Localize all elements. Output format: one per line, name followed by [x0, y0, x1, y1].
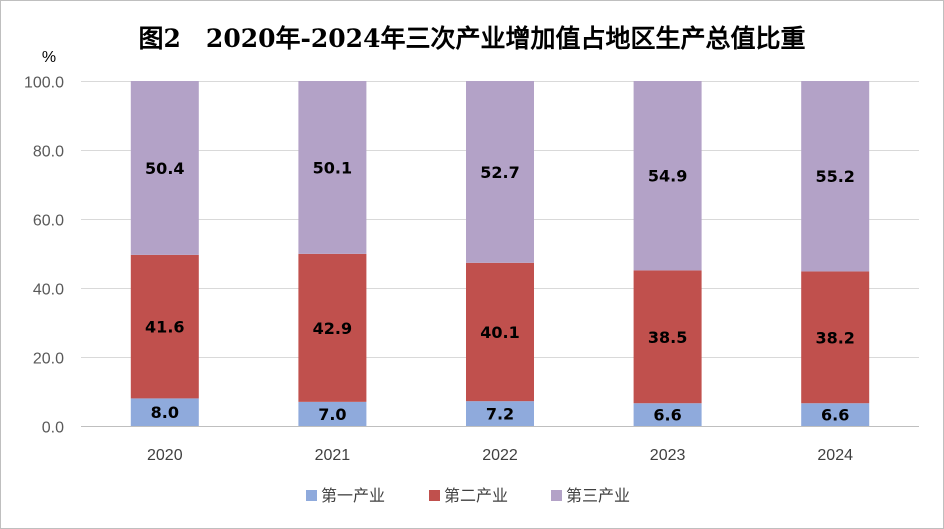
data-label: 40.1: [480, 323, 519, 342]
y-tick-label: 100.0: [24, 75, 64, 92]
legend-swatch: [306, 490, 317, 501]
legend-label: 第二产业: [444, 486, 508, 505]
x-tick-label: 2023: [650, 447, 686, 464]
bar-segment: [633, 81, 702, 271]
data-label: 38.2: [815, 328, 854, 347]
bar-segment: [298, 81, 367, 254]
bar-segment: [130, 81, 199, 255]
data-label: 54.9: [648, 167, 687, 186]
bar-segment: [466, 81, 534, 263]
x-tick-label: 2022: [482, 447, 518, 464]
y-tick-label: 40.0: [33, 282, 64, 299]
data-label: 50.1: [313, 158, 352, 177]
data-label: 7.0: [318, 405, 346, 424]
legend: 第一产业 第二产业 第三产业: [306, 486, 630, 505]
bar-segment: [466, 262, 534, 402]
bar-segment: [298, 401, 367, 426]
y-tick-label: 0.0: [42, 420, 64, 437]
y-axis-ticks: 0.0 20.0 40.0 60.0 80.0 100.0: [24, 75, 64, 437]
x-axis-ticks: 2020 2021 2022 2023 2024: [147, 447, 853, 464]
bar-segment: [633, 403, 702, 426]
bar-segment: [298, 253, 367, 402]
legend-item: 第三产业: [551, 486, 630, 505]
data-label: 6.6: [653, 406, 681, 425]
x-tick-label: 2021: [315, 447, 351, 464]
data-label: 38.5: [648, 328, 687, 347]
data-label: 50.4: [145, 159, 184, 178]
data-label: 42.9: [313, 319, 352, 338]
data-label: 52.7: [480, 163, 519, 182]
y-tick-label: 60.0: [33, 213, 64, 230]
bar-segment: [466, 401, 534, 426]
legend-item: 第一产业: [306, 486, 385, 505]
bar-segment: [801, 403, 870, 426]
data-label: 41.6: [145, 318, 184, 337]
legend-item: 第二产业: [429, 486, 508, 505]
bar-segment: [801, 271, 870, 404]
data-label: 6.6: [821, 406, 849, 425]
bar-segment: [633, 270, 702, 404]
data-label: 8.0: [151, 403, 179, 422]
y-axis-unit-label: %: [42, 49, 56, 66]
bars: 8.0 41.6 50.4 7.0 42.9 50.1 7.2 40.1 52.7 6.6 38.5…: [130, 81, 870, 426]
x-tick-label: 2020: [147, 447, 183, 464]
y-tick-label: 20.0: [33, 351, 64, 368]
y-tick-label: 80.0: [33, 144, 64, 161]
data-label: 55.2: [815, 167, 854, 186]
bar-segment: [801, 81, 870, 272]
chart-title: 图2 2020年-2024年三次产业增加值占地区生产总值比重: [139, 24, 806, 53]
legend-swatch: [551, 490, 562, 501]
legend-label: 第三产业: [566, 486, 630, 505]
legend-label: 第一产业: [321, 486, 385, 505]
x-tick-label: 2024: [817, 447, 853, 464]
legend-swatch: [429, 490, 440, 501]
bar-segment: [130, 254, 199, 399]
data-label: 7.2: [486, 405, 514, 424]
bar-segment: [130, 398, 199, 426]
